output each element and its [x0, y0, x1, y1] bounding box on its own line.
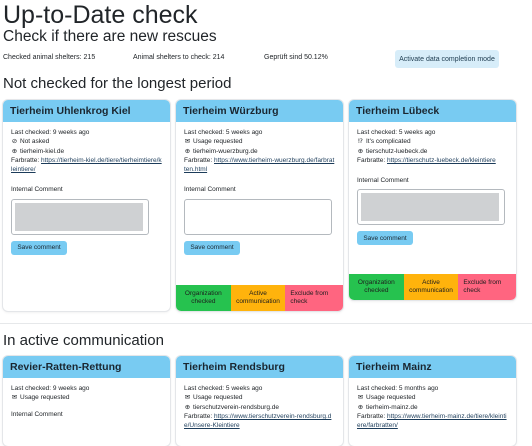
website-line: ⊕ tierschutz-luebeck.de: [357, 147, 508, 156]
status-line: ✉ Usage requested: [184, 137, 335, 146]
internal-comment-label: Internal Comment: [184, 186, 236, 194]
internal-comment-label: Internal Comment: [11, 410, 63, 418]
checked-count: Checked animal shelters: 215: [3, 54, 96, 61]
farbratte-link[interactable]: https://tierheim-kiel.de/tiere/tierheimt…: [11, 156, 162, 174]
active-communication-button[interactable]: Active communication: [230, 285, 286, 311]
card-title: Tierheim Mainz: [349, 356, 516, 378]
shelter-card: Tierheim Uhlenkrog Kiel Last checked: 9 …: [3, 100, 170, 311]
last-checked: Last checked: 5 weeks ago: [184, 385, 263, 392]
internal-comment-field[interactable]: [184, 198, 332, 235]
envelope-icon: ✉: [184, 394, 191, 402]
farbratte-link[interactable]: https://tierschutz-luebeck.de/kleintiere: [387, 156, 496, 164]
internal-comment-label: Internal Comment: [357, 177, 409, 185]
last-checked: Last checked: 9 weeks ago: [11, 385, 90, 392]
card-title: Revier-Ratten-Rettung: [3, 356, 170, 378]
globe-icon: ⊕: [357, 403, 364, 411]
status-line: ⁉ It's complicated: [357, 137, 508, 146]
internal-comment-field[interactable]: [357, 189, 505, 226]
farbratte-link[interactable]: https://www.tierheim-mainz.de/tiere/klei…: [357, 412, 507, 430]
envelope-icon: ✉: [11, 394, 18, 402]
envelope-icon: ✉: [357, 394, 364, 402]
card-title: Tierheim Rendsburg: [176, 356, 343, 378]
website-line: ⊕ tierheim-wuerzburg.de: [184, 147, 335, 156]
website-line: ⊕ tierheim-mainz.de: [357, 403, 508, 412]
shelter-card: Tierheim Würzburg Last checked: 5 weeks …: [176, 100, 343, 311]
website-link[interactable]: tierheim-mainz.de: [366, 403, 418, 411]
exclude-from-check-button[interactable]: Exclude from check: [458, 274, 516, 300]
save-comment-button[interactable]: Save comment: [357, 231, 413, 246]
status-text: Usage requested: [193, 138, 243, 146]
section-title-not-checked: Not checked for the longest period: [3, 75, 232, 92]
status-text: Usage requested: [20, 394, 70, 402]
section-title-active-communication: In active communication: [3, 332, 164, 349]
complicated-icon: ⁉: [358, 138, 363, 146]
section-divider: [0, 323, 532, 324]
internal-comment-label: Internal Comment: [11, 186, 63, 194]
status-text: Usage requested: [366, 394, 416, 402]
farbratte-link[interactable]: https://www.tierheim-wuerzburg.de/farbra…: [184, 156, 335, 174]
shelter-card: Revier-Ratten-Rettung Last checked: 9 we…: [3, 356, 170, 446]
organization-checked-button[interactable]: Organization checked: [176, 285, 231, 311]
farbratte-line: Farbratte: https://tierheim-kiel.de/tier…: [11, 156, 162, 174]
organization-checked-button[interactable]: Organization checked: [349, 274, 404, 300]
shelter-card: Tierheim Lübeck Last checked: 5 weeks ag…: [349, 100, 516, 300]
activate-data-completion-button[interactable]: Activate data completion mode: [395, 50, 499, 68]
page-subtitle: Check if there are new rescues: [3, 28, 217, 45]
globe-icon: ⊕: [184, 403, 191, 411]
not-asked-icon: ⊘: [11, 138, 18, 146]
website-line: ⊕ tierheim-kiel.de: [11, 147, 162, 156]
last-checked: Last checked: 9 weeks ago: [11, 129, 90, 136]
website-line: ⊕ tierschutzverein-rendsburg.de: [184, 403, 335, 412]
active-communication-button[interactable]: Active communication: [403, 274, 459, 300]
checked-percent: Geprüft sind 50.12%: [264, 54, 328, 61]
save-comment-button[interactable]: Save comment: [11, 240, 67, 255]
envelope-icon: ✉: [184, 138, 191, 146]
card-actions: Organization checked Active communicatio…: [176, 285, 343, 311]
farbratte-line: Farbratte: https://tierschutz-luebeck.de…: [357, 156, 496, 164]
shelter-card: Tierheim Mainz Last checked: 5 months ag…: [349, 356, 516, 446]
status-line: ✉ Usage requested: [11, 393, 162, 402]
website-link[interactable]: tierheim-wuerzburg.de: [193, 147, 258, 155]
card-title: Tierheim Uhlenkrog Kiel: [3, 100, 170, 122]
save-comment-button[interactable]: Save comment: [184, 240, 240, 255]
card-actions: Organization checked Active communicatio…: [349, 274, 516, 300]
website-link[interactable]: tierschutzverein-rendsburg.de: [193, 403, 279, 411]
status-text: Usage requested: [193, 394, 243, 402]
exclude-from-check-button[interactable]: Exclude from check: [285, 285, 343, 311]
globe-icon: ⊕: [357, 147, 364, 155]
globe-icon: ⊕: [11, 147, 18, 155]
last-checked: Last checked: 5 weeks ago: [357, 129, 436, 136]
internal-comment-field[interactable]: [11, 198, 149, 235]
page-title: Up-to-Date check: [3, 1, 198, 29]
farbratte-line: Farbratte: https://www.tierschutzverein-…: [184, 412, 332, 430]
last-checked: Last checked: 5 months ago: [357, 385, 439, 392]
status-line: ✉ Usage requested: [184, 393, 335, 402]
website-link[interactable]: tierheim-kiel.de: [20, 147, 65, 155]
farbratte-link[interactable]: https://www.tierschutzverein-rendsburg.d…: [184, 412, 332, 430]
to-check-count: Animal shelters to check: 214: [133, 54, 225, 61]
farbratte-line: Farbratte: https://www.tierheim-mainz.de…: [357, 412, 507, 430]
shelter-card: Tierheim Rendsburg Last checked: 5 weeks…: [176, 356, 343, 446]
last-checked: Last checked: 5 weeks ago: [184, 129, 263, 136]
farbratte-line: Farbratte: https://www.tierheim-wuerzbur…: [184, 156, 335, 174]
status-text: It's complicated: [366, 138, 411, 146]
globe-icon: ⊕: [184, 147, 191, 155]
card-title: Tierheim Würzburg: [176, 100, 343, 122]
status-text: Not asked: [20, 138, 50, 146]
card-title: Tierheim Lübeck: [349, 100, 516, 122]
status-line: ✉ Usage requested: [357, 393, 508, 402]
status-line: ⊘ Not asked: [11, 137, 162, 146]
website-link[interactable]: tierschutz-luebeck.de: [366, 147, 428, 155]
